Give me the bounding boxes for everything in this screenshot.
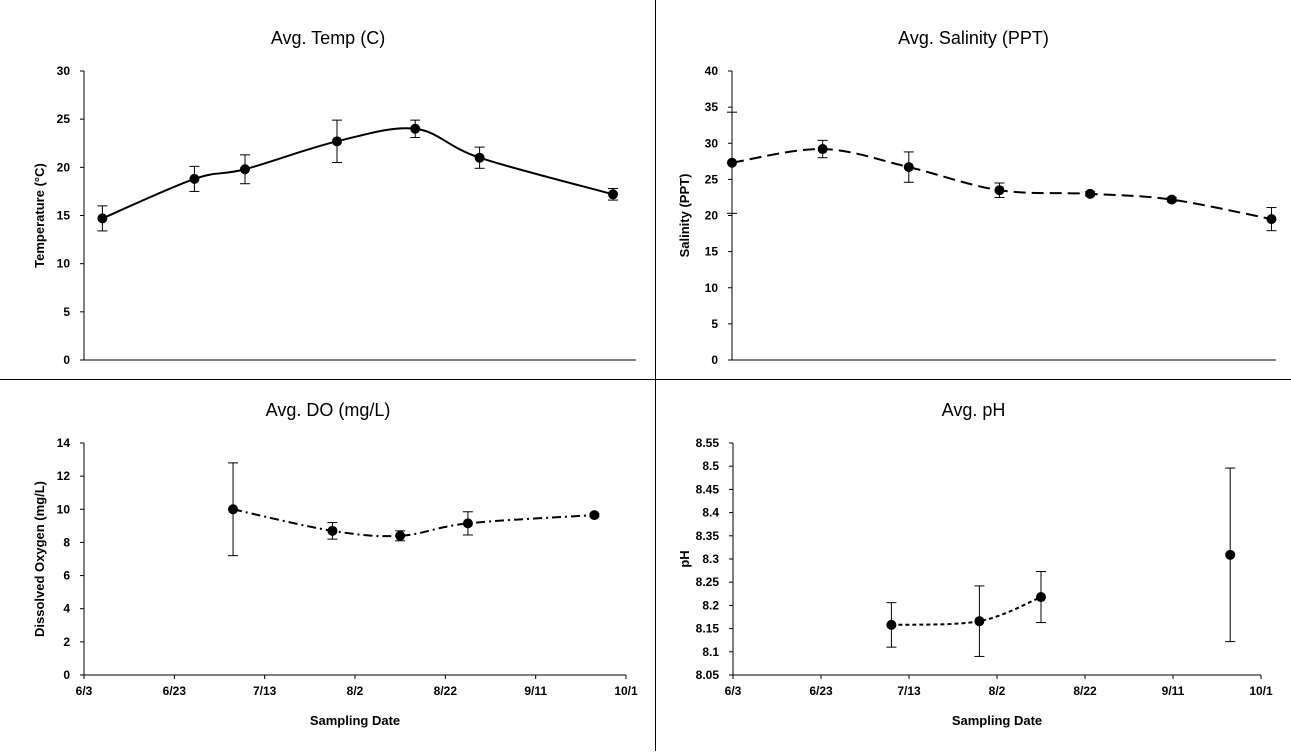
- do-x-tick-label: 8/2: [347, 684, 364, 698]
- salinity-data-point: [727, 157, 737, 168]
- salinity-y-axis-label: Salinity (PPT): [677, 174, 692, 258]
- salinity-data-point: [903, 162, 914, 173]
- temp-data-point: [97, 213, 108, 224]
- salinity-chart-title: Avg. Salinity (PPT): [898, 28, 1049, 48]
- ph-y-tick-label: 8.05: [696, 668, 720, 682]
- salinity-data-point: [1266, 214, 1277, 225]
- ph-y-tick-label: 8.5: [702, 459, 719, 473]
- do-y-axis-label: Dissolved Oxygen (mg/L): [32, 481, 47, 637]
- ph-y-tick-label: 8.2: [702, 598, 719, 612]
- do-data-point: [228, 504, 239, 515]
- do-y-tick-label: 4: [63, 602, 70, 616]
- do-data-point: [462, 518, 473, 529]
- ph-x-tick-label: 8/22: [1073, 684, 1097, 698]
- do-x-tick-label: 7/13: [253, 684, 277, 698]
- do-y-tick-label: 12: [57, 469, 71, 483]
- temp-data-point: [410, 123, 421, 134]
- salinity-data-point: [994, 185, 1005, 196]
- ph-y-tick-label: 8.4: [702, 506, 719, 520]
- ph-data-point: [974, 616, 985, 627]
- temperature-chart: Avg. Temp (C) 0 5 10 15 20 25 30 Temperature (°C…: [32, 28, 636, 367]
- do-data-point: [589, 510, 600, 521]
- ph-data-point: [1225, 549, 1236, 560]
- dissolved-oxygen-chart-panel: Avg. DO (mg/L) 0 2 4 6 8 10 12 14 6/3 6/23 7/13 8/2 8…: [0, 380, 656, 751]
- do-x-tick-label: 8/22: [434, 684, 458, 698]
- salinity-y-tick-label: 35: [705, 100, 719, 114]
- temp-data-point: [240, 164, 250, 175]
- ph-chart-panel: Avg. pH 8.05 8.1 8.15 8.2 8.25 8.3 8.35 8.4 8.45 8…: [656, 380, 1291, 751]
- ph-x-tick-label: 6/3: [725, 684, 742, 698]
- salinity-data-point: [1085, 188, 1096, 199]
- do-y-tick-label: 2: [63, 635, 70, 649]
- ph-y-tick-label: 8.1: [702, 645, 719, 659]
- ph-x-tick-label: 8/2: [989, 684, 1006, 698]
- ph-y-tick-label: 8.25: [696, 575, 720, 589]
- ph-y-tick-label: 8.55: [696, 436, 720, 450]
- temp-y-tick-label: 30: [57, 64, 71, 78]
- do-data-point: [327, 525, 338, 536]
- salinity-data-point: [817, 144, 828, 155]
- ph-data-point: [1036, 592, 1046, 603]
- ph-y-tick-label: 8.15: [696, 622, 720, 636]
- do-x-tick-label: 6/23: [163, 684, 187, 698]
- ph-data-point: [886, 619, 897, 630]
- salinity-y-tick-label: 40: [705, 64, 719, 78]
- salinity-y-tick-label: 0: [711, 353, 718, 367]
- salinity-y-tick-label: 30: [705, 136, 719, 150]
- do-x-tick-label: 10/1: [614, 684, 638, 698]
- ph-x-tick-label: 9/11: [1162, 684, 1185, 698]
- do-data-point: [395, 530, 406, 541]
- ph-y-tick-label: 8.3: [702, 552, 719, 566]
- do-chart-title: Avg. DO (mg/L): [266, 400, 391, 420]
- salinity-chart-panel: Avg. Salinity (PPT) 0 5 10 15 20 25 30 35 40 Salin…: [656, 0, 1291, 380]
- ph-x-tick-label: 6/23: [809, 684, 833, 698]
- salinity-y-tick-label: 25: [705, 172, 719, 186]
- do-x-tick-label: 6/3: [76, 684, 93, 698]
- ph-series-line: [891, 596, 1042, 626]
- temp-y-tick-label: 20: [57, 160, 71, 174]
- salinity-y-tick-label: 5: [711, 317, 718, 331]
- salinity-data-point: [1166, 194, 1177, 205]
- ph-y-tick-label: 8.45: [696, 482, 720, 496]
- do-x-tick-label: 9/11: [524, 684, 547, 698]
- salinity-y-tick-label: 15: [705, 245, 719, 259]
- ph-x-tick-label: 10/1: [1249, 684, 1273, 698]
- temp-data-point: [189, 173, 200, 184]
- temperature-chart-panel: Avg. Temp (C) 0 5 10 15 20 25 30 Temperature (°C…: [0, 0, 656, 380]
- salinity-series-line: [731, 148, 1272, 221]
- temp-y-tick-label: 25: [57, 112, 71, 126]
- temp-data-point: [608, 189, 618, 200]
- salinity-chart: Avg. Salinity (PPT) 0 5 10 15 20 25 30 35 40 Salin…: [677, 28, 1277, 367]
- temp-data-point: [474, 152, 485, 163]
- temp-y-tick-label: 0: [63, 353, 70, 367]
- do-y-tick-label: 10: [57, 502, 71, 516]
- ph-x-tick-label: 7/13: [897, 684, 921, 698]
- do-y-tick-label: 8: [63, 535, 70, 549]
- temp-chart-title: Avg. Temp (C): [271, 28, 385, 48]
- do-y-tick-label: 0: [63, 668, 70, 682]
- ph-x-axis-label: Sampling Date: [952, 713, 1042, 728]
- do-x-axis-label: Sampling Date: [310, 713, 400, 728]
- temp-data-point: [332, 136, 342, 147]
- salinity-y-tick-label: 10: [705, 281, 719, 295]
- dissolved-oxygen-chart: Avg. DO (mg/L) 0 2 4 6 8 10 12 14 6/3 6/23 7/13 8/2 8…: [32, 400, 638, 728]
- temp-series-line: [102, 127, 614, 220]
- temp-y-tick-label: 10: [57, 257, 71, 271]
- ph-chart: Avg. pH 8.05 8.1 8.15 8.2 8.25 8.3 8.35 8.4 8.45 8…: [677, 400, 1273, 728]
- do-y-tick-label: 6: [63, 569, 70, 583]
- temp-y-axis-label: Temperature (°C): [32, 163, 47, 268]
- ph-y-axis-label: pH: [677, 550, 692, 567]
- do-series-line: [232, 508, 595, 538]
- temp-y-tick-label: 5: [63, 305, 70, 319]
- salinity-y-tick-label: 20: [705, 209, 719, 223]
- ph-y-tick-label: 8.35: [696, 529, 720, 543]
- do-y-tick-label: 14: [57, 436, 71, 450]
- temp-y-tick-label: 15: [57, 209, 71, 223]
- ph-chart-title: Avg. pH: [942, 400, 1006, 420]
